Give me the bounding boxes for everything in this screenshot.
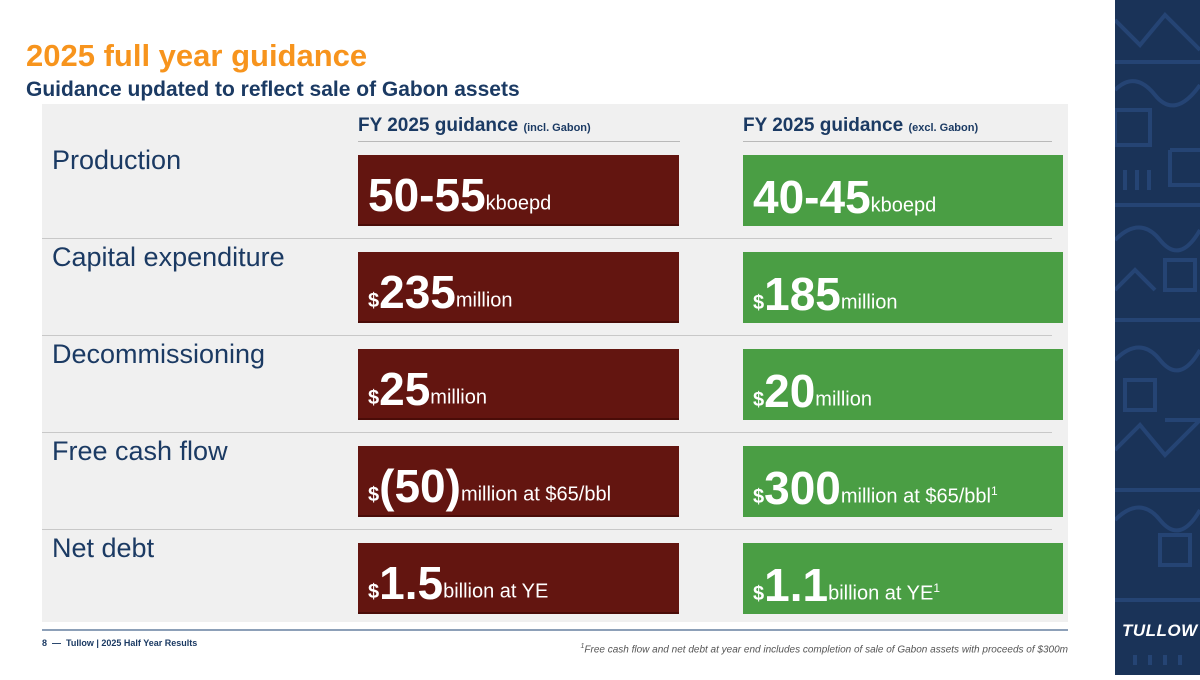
unit: million — [456, 288, 513, 313]
heading-note: (excl. Gabon) — [908, 122, 979, 134]
slide-subtitle: Guidance updated to reflect sale of Gabo… — [26, 78, 520, 101]
heading-text: FY 2025 guidance — [743, 115, 904, 136]
guidance-value-incl: $ 25 million — [358, 349, 679, 420]
unit: million — [841, 290, 898, 315]
guidance-value-excl: $ 1.1 billion at YE1 — [743, 543, 1063, 614]
currency: $ — [753, 486, 765, 508]
unit: million — [815, 387, 872, 412]
value: 235 — [379, 266, 456, 318]
value: 50-55 — [368, 169, 486, 221]
tullow-logo: TULLOW — [1122, 621, 1198, 640]
divider — [358, 141, 680, 142]
unit-text: billion at YE — [443, 581, 549, 603]
row-label: Decommissioning — [52, 339, 266, 369]
value: 20 — [764, 365, 816, 417]
unit-text: million at $65/bbl — [460, 484, 612, 506]
row-label: Free cash flow — [52, 436, 228, 466]
unit-text: million — [455, 290, 513, 312]
column-heading-excl: FY 2025 guidance (excl. Gabon) — [743, 115, 978, 137]
guidance-value-incl: $ 1.5 billion at YE — [358, 543, 679, 614]
unit-text: million — [840, 292, 898, 314]
guidance-value-incl: 50-55 kboepd — [358, 155, 679, 226]
footnote: 1Free cash flow and net debt at year end… — [580, 643, 1068, 655]
unit-text: million — [430, 387, 487, 409]
unit: billion at YE1 — [828, 581, 940, 606]
value: 1.5 — [379, 557, 444, 609]
value: 40-45 — [753, 171, 871, 223]
unit-text: billion at YE — [828, 583, 934, 605]
footnote-ref: 1 — [990, 484, 998, 499]
row-divider — [42, 238, 1052, 239]
guidance-value-excl: $ 300 million at $65/bbl1 — [743, 446, 1063, 517]
slide-title: 2025 full year guidance — [26, 38, 368, 73]
guidance-value-excl: 40-45 kboepd — [743, 155, 1063, 226]
pattern-icon — [1113, 12, 1200, 665]
column-heading-incl: FY 2025 guidance (incl. Gabon) — [358, 115, 591, 137]
unit: million at $65/bbl1 — [841, 484, 998, 509]
unit-text: million — [815, 389, 872, 411]
unit: billion at YE — [443, 579, 548, 604]
decorative-sidebar — [1113, 0, 1200, 675]
guidance-value-excl: $ 20 million — [743, 349, 1063, 420]
row-divider — [42, 335, 1052, 336]
page-number: 8 — [42, 638, 48, 648]
value: 25 — [379, 363, 431, 415]
heading-text: FY 2025 guidance — [358, 115, 519, 136]
unit: kboepd — [486, 191, 552, 216]
heading-note: (incl. Gabon) — [523, 122, 591, 134]
currency: $ — [753, 292, 765, 314]
row-divider — [42, 432, 1052, 433]
divider — [743, 141, 1052, 142]
unit: million — [430, 385, 487, 410]
row-label: Production — [52, 145, 182, 175]
guidance-value-excl: $ 185 million — [743, 252, 1063, 323]
currency: $ — [368, 484, 380, 506]
unit-text: kboepd — [870, 195, 937, 217]
currency: $ — [368, 387, 380, 409]
footnote-text: Free cash flow and net debt at year end … — [584, 644, 1068, 656]
value: (50) — [379, 460, 461, 512]
row-label: Capital expenditure — [52, 242, 285, 272]
currency: $ — [368, 581, 380, 603]
footer-text: Tullow | 2025 Half Year Results — [66, 638, 198, 648]
footer-divider — [42, 629, 1068, 631]
currency: $ — [368, 290, 380, 312]
unit: million at $65/bbl — [461, 482, 611, 507]
value: 300 — [764, 462, 841, 514]
value: 185 — [764, 268, 841, 320]
guidance-value-incl: $ (50) million at $65/bbl — [358, 446, 679, 517]
footnote-mark: 1 — [580, 643, 585, 650]
footnote-ref: 1 — [933, 581, 941, 596]
currency: $ — [753, 389, 765, 411]
unit-text: kboepd — [485, 193, 552, 215]
row-label: Net debt — [52, 533, 155, 563]
guidance-value-incl: $ 235 million — [358, 252, 679, 323]
unit: kboepd — [871, 193, 937, 218]
row-divider — [42, 529, 1052, 530]
value: 1.1 — [764, 559, 829, 611]
footer: 8 — Tullow | 2025 Half Year Results — [42, 638, 198, 648]
unit-text: million at $65/bbl — [840, 486, 991, 508]
currency: $ — [753, 583, 765, 605]
